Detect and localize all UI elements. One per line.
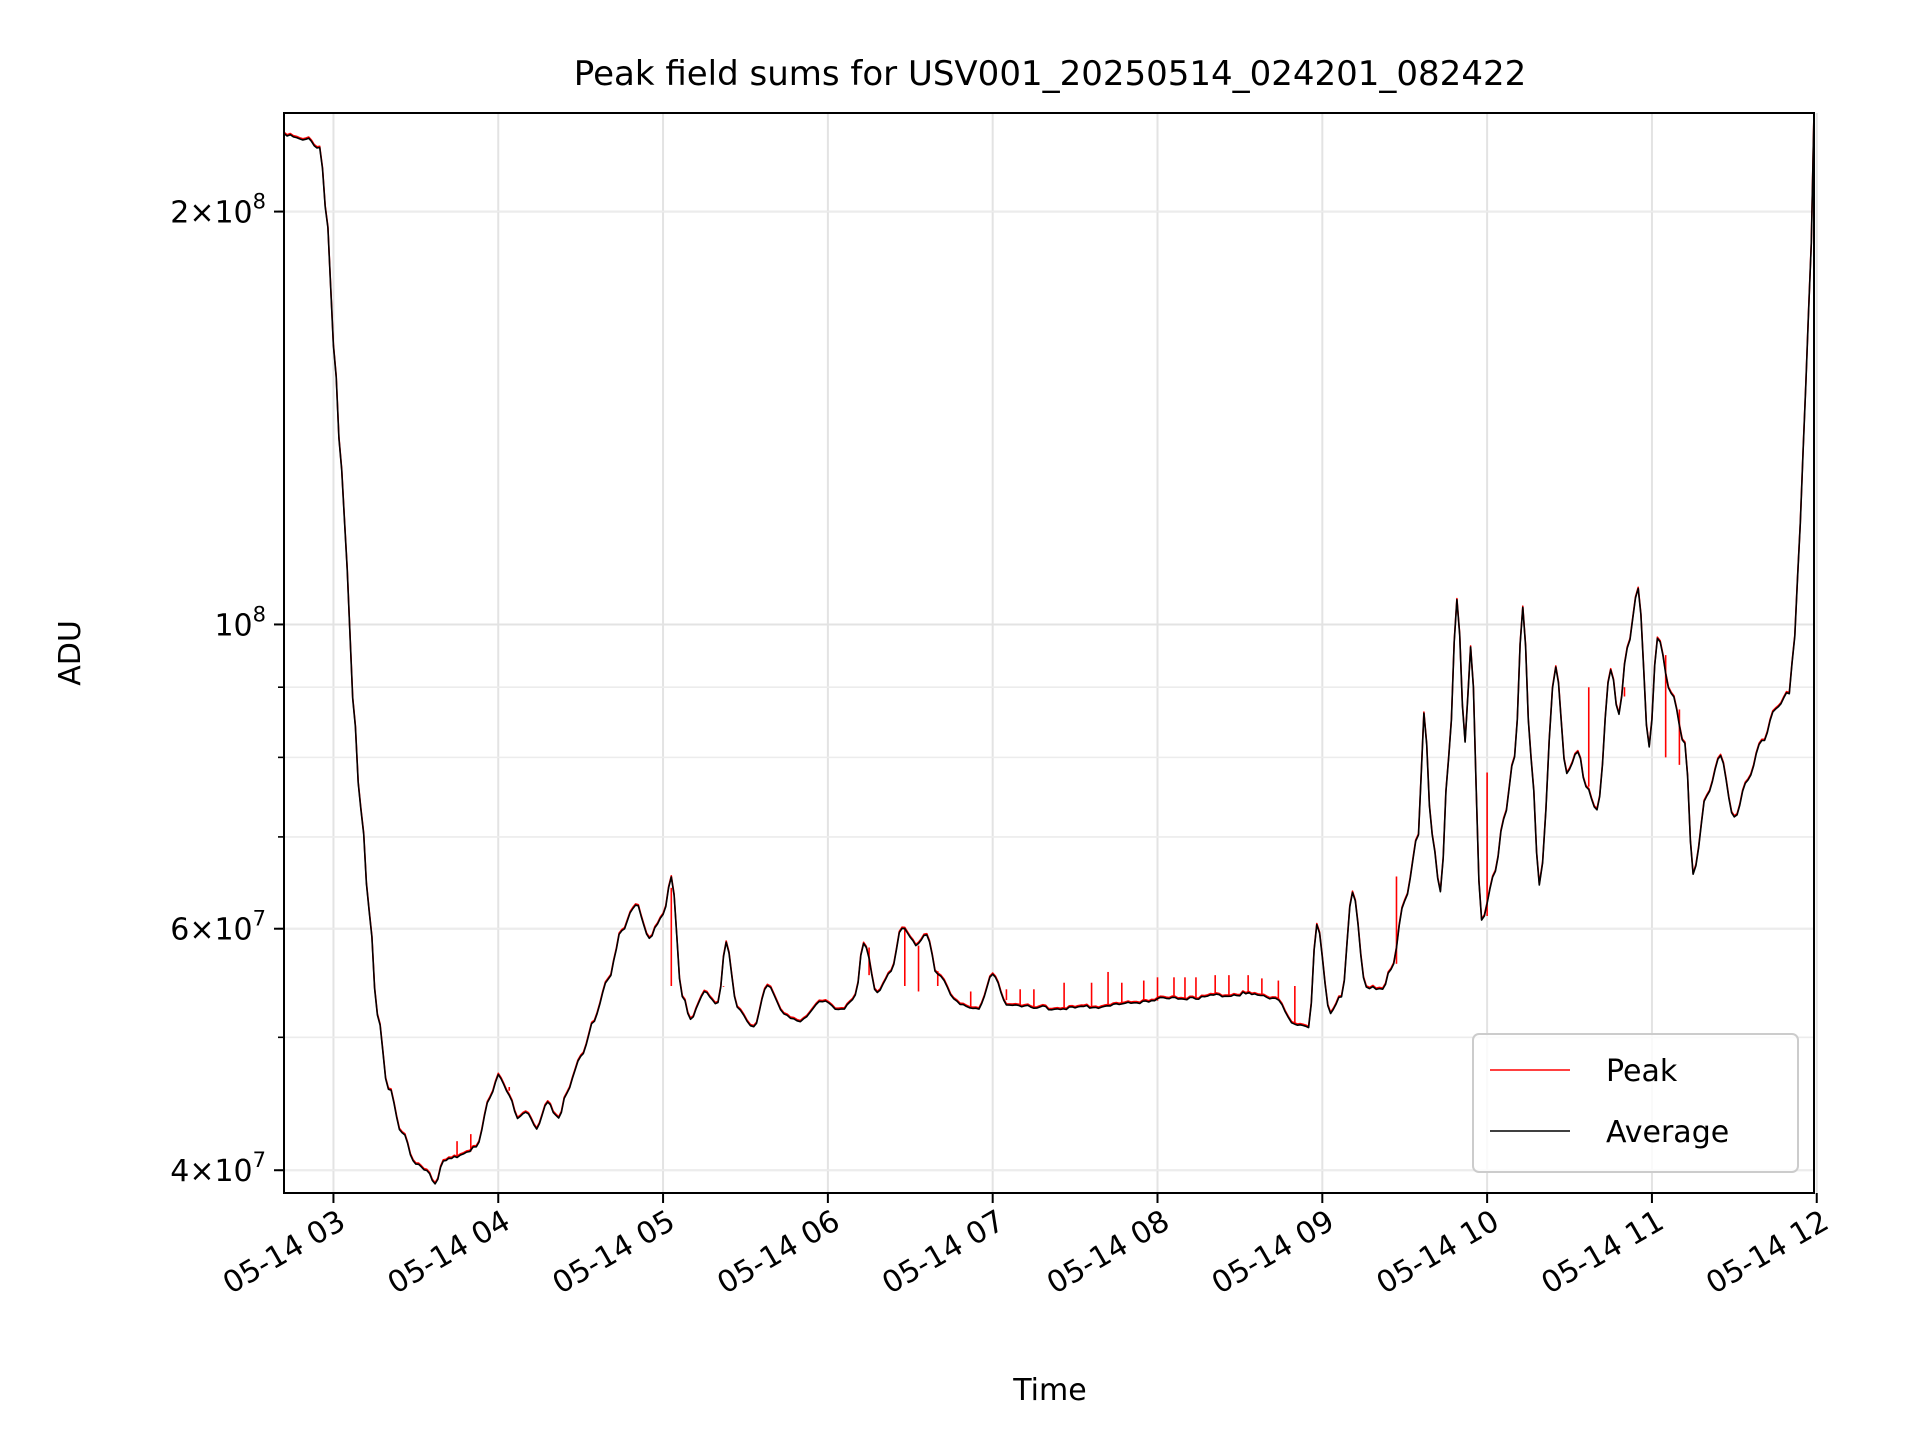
y-tick-exponent: 7	[253, 1148, 266, 1172]
y-axis-label: ADU	[53, 620, 88, 686]
y-tick-base: 10	[214, 608, 252, 643]
x-axis-label: Time	[1012, 1373, 1086, 1408]
y-tick-exponent: 8	[253, 602, 266, 626]
y-tick-label: 6×107	[170, 907, 266, 948]
plot-frame	[283, 112, 1815, 1194]
chart-title: Peak field sums for USV001_20250514_0242…	[574, 54, 1526, 94]
y-tick-base: ×10	[189, 196, 252, 231]
y-tick-mantissa: 2	[170, 196, 189, 231]
y-tick-exponent: 7	[253, 907, 266, 931]
y-tick-exponent: 8	[253, 190, 266, 214]
legend-average-label: Average	[1606, 1115, 1729, 1150]
legend: Peak Average	[1472, 1033, 1799, 1173]
y-tick-label: 2×108	[170, 190, 266, 231]
y-tick-mantissa: 4	[170, 1154, 189, 1189]
legend-peak-label: Peak	[1606, 1054, 1678, 1089]
y-tick-base: ×10	[189, 1154, 252, 1189]
y-tick-base: ×10	[189, 913, 252, 948]
y-tick-mantissa: 6	[170, 913, 189, 948]
average-series-line	[284, 113, 1814, 1185]
legend-box	[1472, 1033, 1799, 1173]
y-tick-label: 108	[214, 602, 266, 643]
y-tick-label: 4×107	[170, 1148, 266, 1189]
series-layer	[284, 113, 1814, 1185]
